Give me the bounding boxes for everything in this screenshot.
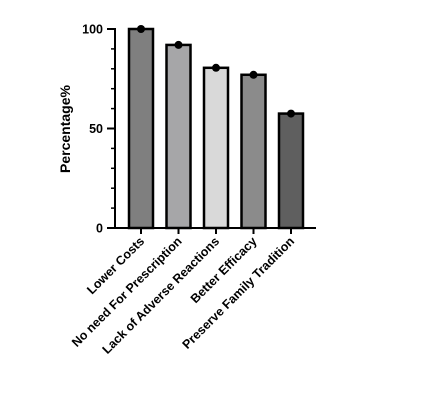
bar-value-marker xyxy=(137,25,145,33)
bar xyxy=(240,73,267,230)
bar xyxy=(277,112,305,230)
y-tick-label: 0 xyxy=(96,222,103,236)
x-tick-label: Better Efficacy xyxy=(188,234,260,306)
bar-value-marker xyxy=(212,63,220,72)
bar xyxy=(202,66,230,230)
bar xyxy=(165,43,192,230)
bar-value-marker xyxy=(249,70,258,79)
y-tick-label: 100 xyxy=(82,23,103,37)
bar-value-marker xyxy=(174,40,183,49)
y-axis-title: Percentage% xyxy=(57,84,73,172)
bar-value-marker xyxy=(287,109,295,118)
y-tick-label: 50 xyxy=(89,122,103,136)
bar xyxy=(127,27,155,230)
